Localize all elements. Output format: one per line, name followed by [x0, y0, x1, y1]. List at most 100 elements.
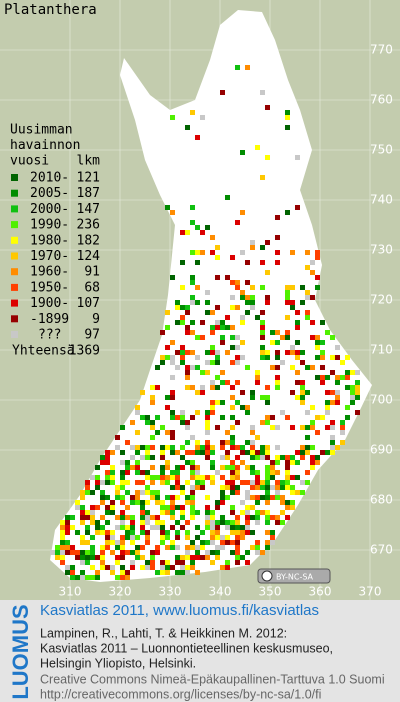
record-square [95, 485, 100, 490]
record-square [290, 505, 295, 510]
record-square [250, 465, 255, 470]
record-square [145, 455, 150, 460]
record-square [165, 570, 170, 575]
record-square [255, 485, 260, 490]
record-square [285, 460, 290, 465]
record-square [340, 375, 345, 380]
record-square [65, 515, 70, 520]
y-tick-label: 690 [370, 443, 393, 457]
record-square [275, 355, 280, 360]
record-square [265, 495, 270, 500]
record-square [255, 380, 260, 385]
record-square [240, 510, 245, 515]
record-square [210, 380, 215, 385]
record-square [195, 570, 200, 575]
record-square [170, 485, 175, 490]
record-square [70, 575, 75, 580]
legend-count: 236 [77, 218, 100, 233]
record-square [265, 395, 270, 400]
record-square [160, 535, 165, 540]
legend-count: 91 [84, 265, 100, 280]
record-square [210, 510, 215, 515]
record-square [220, 90, 225, 95]
legend-label: 1980- [30, 233, 69, 248]
record-square [250, 455, 255, 460]
record-square [190, 300, 195, 305]
record-square [160, 455, 165, 460]
record-square [145, 515, 150, 520]
record-square [335, 380, 340, 385]
record-square [225, 450, 230, 455]
record-square [155, 365, 160, 370]
record-square [150, 395, 155, 400]
record-square [190, 495, 195, 500]
record-square [250, 305, 255, 310]
record-square [130, 530, 135, 535]
record-square [245, 295, 250, 300]
record-square [265, 385, 270, 390]
record-square [130, 565, 135, 570]
record-square [135, 550, 140, 555]
record-square [330, 390, 335, 395]
record-square [160, 355, 165, 360]
record-square [315, 345, 320, 350]
record-square [260, 355, 265, 360]
record-square [230, 475, 235, 480]
record-square [275, 520, 280, 525]
record-square [160, 520, 165, 525]
record-square [135, 465, 140, 470]
record-square [215, 385, 220, 390]
record-square [195, 525, 200, 530]
record-square [220, 440, 225, 445]
footer-headline: Kasviatlas 2011, www.luomus.fi/kasviatla… [40, 602, 319, 619]
legend-swatch [11, 174, 18, 181]
record-square [165, 405, 170, 410]
record-square [115, 575, 120, 580]
record-square [185, 375, 190, 380]
record-square [285, 505, 290, 510]
x-tick-label: 320 [109, 585, 132, 599]
record-square [295, 320, 300, 325]
record-square [145, 420, 150, 425]
record-square [235, 530, 240, 535]
record-square [300, 350, 305, 355]
record-square [60, 545, 65, 550]
record-square [290, 460, 295, 465]
record-square [85, 490, 90, 495]
record-square [290, 305, 295, 310]
record-square [285, 515, 290, 520]
record-square [200, 480, 205, 485]
record-square [160, 505, 165, 510]
record-square [230, 425, 235, 430]
record-square [90, 505, 95, 510]
record-square [205, 410, 210, 415]
record-square [145, 485, 150, 490]
record-square [235, 490, 240, 495]
record-square [200, 115, 205, 120]
record-square [175, 505, 180, 510]
record-square [210, 530, 215, 535]
record-square [90, 575, 95, 580]
record-square [240, 525, 245, 530]
record-square [210, 410, 215, 415]
record-square [255, 540, 260, 545]
record-square [185, 460, 190, 465]
record-square [70, 550, 75, 555]
record-square [80, 515, 85, 520]
record-square [335, 390, 340, 395]
legend-swatch [11, 236, 18, 244]
record-square [90, 535, 95, 540]
record-square [205, 360, 210, 365]
record-square [220, 400, 225, 405]
record-square [230, 485, 235, 490]
record-square [210, 535, 215, 540]
record-square [300, 425, 305, 430]
record-square [290, 365, 295, 370]
record-square [250, 425, 255, 430]
record-square [140, 415, 145, 420]
record-square [155, 500, 160, 505]
record-square [320, 355, 325, 360]
record-square [265, 350, 270, 355]
record-square [125, 460, 130, 465]
record-square [255, 515, 260, 520]
